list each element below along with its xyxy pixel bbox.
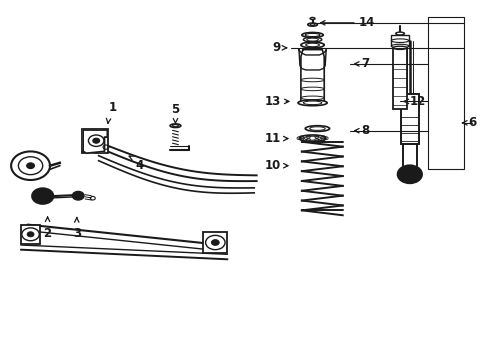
Circle shape [397, 165, 421, 183]
Ellipse shape [307, 23, 317, 26]
Ellipse shape [297, 100, 326, 106]
Circle shape [72, 192, 84, 200]
Ellipse shape [170, 124, 181, 127]
Text: 13: 13 [264, 95, 281, 108]
Ellipse shape [309, 18, 314, 19]
Ellipse shape [300, 87, 324, 91]
Bar [81, 129, 108, 153]
Text: 5: 5 [171, 103, 179, 116]
Text: 1: 1 [109, 101, 117, 114]
Ellipse shape [300, 42, 324, 48]
Circle shape [407, 172, 411, 176]
Circle shape [32, 188, 53, 204]
Polygon shape [300, 50, 324, 102]
Text: 6: 6 [467, 116, 475, 129]
Bar [400, 94, 418, 144]
Bar [203, 232, 227, 253]
Bar [390, 35, 408, 46]
Text: 4: 4 [135, 159, 143, 172]
Ellipse shape [395, 32, 404, 35]
Ellipse shape [299, 135, 325, 141]
Text: 12: 12 [409, 95, 425, 108]
Ellipse shape [390, 39, 408, 42]
Polygon shape [83, 130, 107, 153]
Circle shape [211, 240, 219, 246]
Circle shape [27, 163, 34, 168]
Text: 9: 9 [272, 41, 281, 54]
Ellipse shape [300, 78, 324, 82]
Bar [392, 48, 407, 109]
Text: 7: 7 [361, 57, 368, 71]
Text: 10: 10 [264, 159, 281, 172]
Text: 3: 3 [73, 227, 81, 240]
Bar [427, 18, 463, 169]
Bar [21, 225, 40, 244]
Circle shape [93, 138, 100, 143]
Circle shape [27, 232, 34, 237]
Text: 11: 11 [264, 132, 281, 145]
Ellipse shape [300, 96, 324, 100]
Ellipse shape [305, 126, 329, 131]
Polygon shape [298, 50, 325, 70]
Ellipse shape [301, 32, 323, 37]
Text: 8: 8 [361, 124, 369, 137]
Text: 14: 14 [358, 16, 374, 29]
Text: 2: 2 [43, 227, 52, 240]
Ellipse shape [392, 46, 406, 49]
Ellipse shape [390, 44, 408, 48]
Ellipse shape [303, 37, 321, 42]
